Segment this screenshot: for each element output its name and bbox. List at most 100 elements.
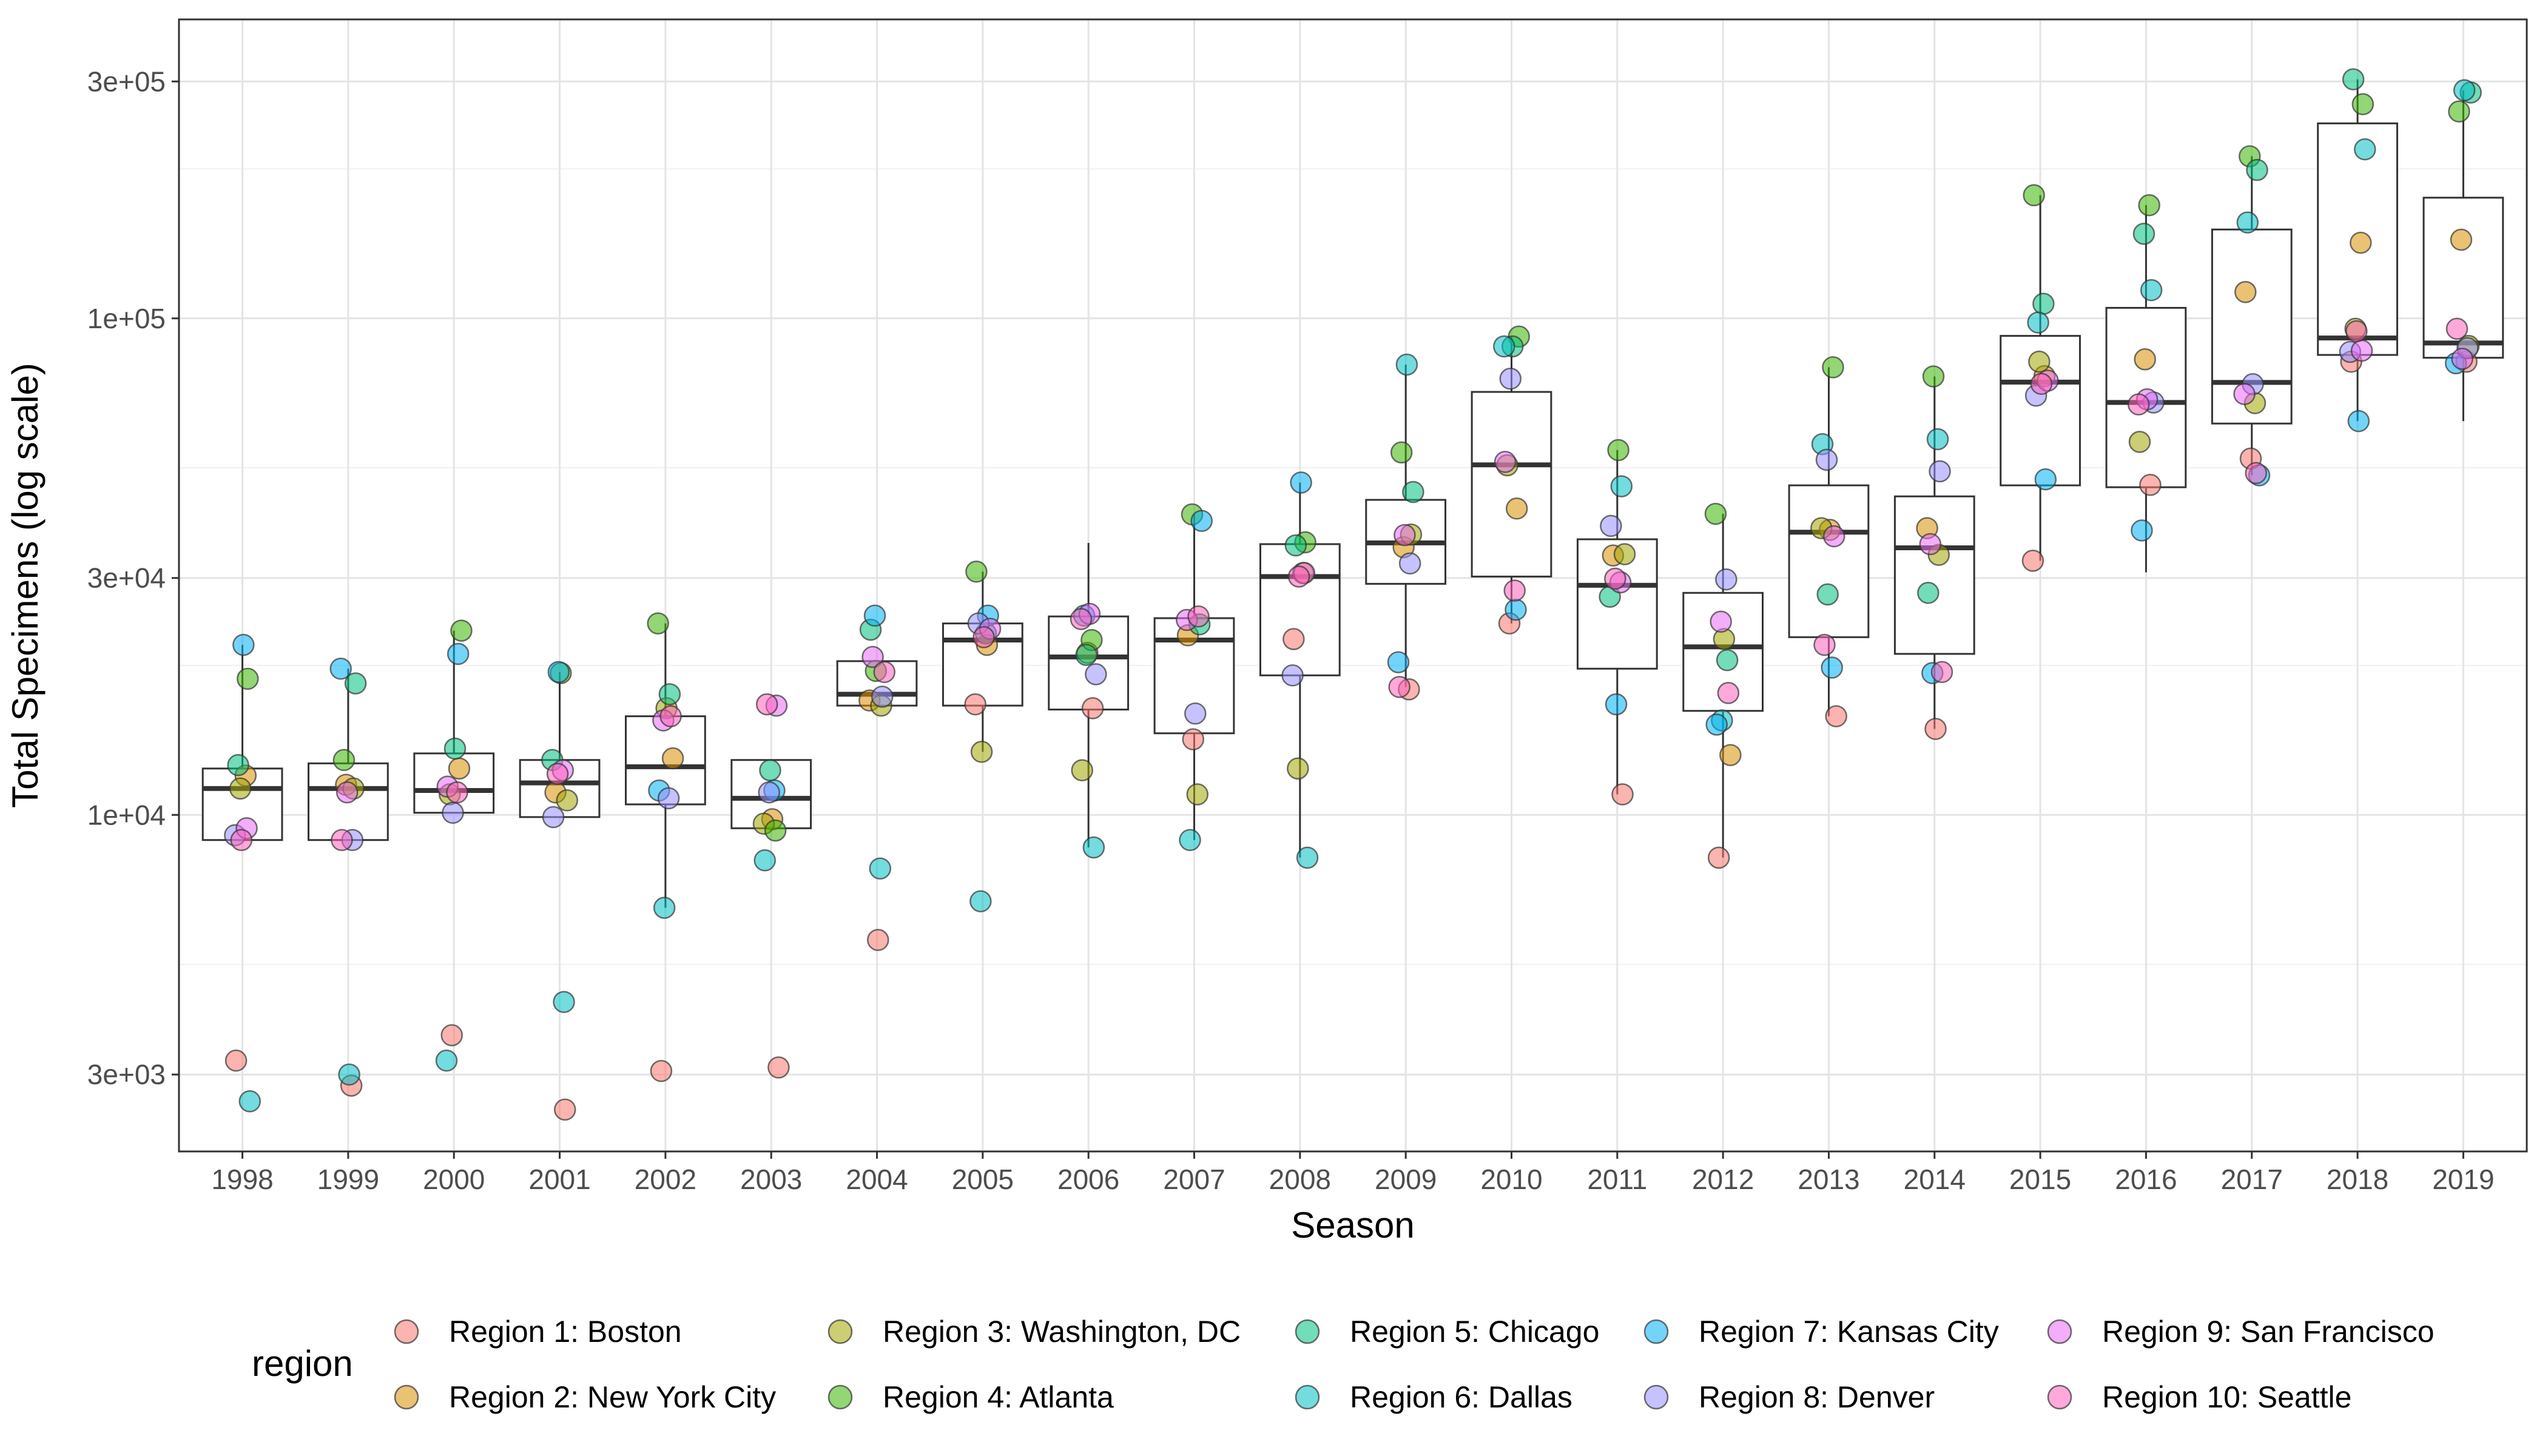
y-tick-label: 1e+04 (87, 799, 166, 831)
data-point (2453, 79, 2476, 102)
data-point (2023, 184, 2045, 207)
data-point (1917, 582, 1940, 604)
data-point (2028, 350, 2051, 373)
data-point (230, 829, 253, 851)
y-tick-label: 3e+03 (87, 1059, 166, 1090)
x-tick-label: 2012 (1692, 1164, 1754, 1195)
data-point (1081, 697, 1104, 720)
data-point (542, 806, 565, 829)
data-point (2127, 393, 2150, 416)
data-point (1717, 682, 1740, 704)
x-tick-label: 2010 (1480, 1164, 1542, 1195)
data-point (1707, 846, 1730, 869)
data-point (753, 849, 777, 872)
x-axis-title: Season (1291, 1205, 1415, 1245)
x-tick-label: 2008 (1269, 1164, 1331, 1195)
data-point (1070, 608, 1093, 630)
data-point (764, 819, 787, 842)
data-point (227, 753, 249, 777)
legend-key (827, 1319, 853, 1344)
data-point (1388, 676, 1410, 698)
data-point (2345, 320, 2368, 343)
legend-key (1643, 1384, 1669, 1410)
data-point (1816, 583, 1839, 606)
data-point (1287, 757, 1309, 780)
legend-key (1643, 1319, 1669, 1344)
data-point (1705, 713, 1728, 736)
data-point (1190, 510, 1213, 532)
data-point (1387, 651, 1410, 673)
data-point (1287, 565, 1310, 588)
data-point (1182, 728, 1205, 750)
data-point (2034, 468, 2057, 491)
data-point (1929, 460, 1951, 483)
data-point (2451, 348, 2473, 370)
data-point (554, 1098, 576, 1121)
data-point (867, 929, 889, 951)
data-point (2354, 138, 2376, 161)
plot-panel-border (178, 18, 2528, 1153)
legend-label: Region 4: Atlanta (883, 1380, 1114, 1414)
x-tick-label: 2018 (2327, 1164, 2388, 1195)
data-point (2139, 474, 2162, 496)
data-point (1281, 664, 1304, 687)
data-point (1284, 534, 1307, 557)
data-point (1605, 693, 1628, 716)
data-point (1600, 514, 1622, 538)
data-point (873, 661, 895, 683)
data-point (556, 789, 579, 812)
data-point (2032, 292, 2055, 315)
data-point (1930, 661, 1953, 683)
data-point (861, 645, 884, 669)
data-point (2445, 317, 2469, 340)
data-point (1493, 335, 1515, 358)
data-point (1296, 846, 1319, 869)
data-point (1394, 524, 1416, 547)
data-point (237, 667, 259, 690)
data-point (1716, 649, 1739, 672)
x-tick-label: 2000 (423, 1164, 485, 1195)
data-point (450, 619, 473, 642)
x-tick-label: 2011 (1587, 1164, 1647, 1195)
data-point (232, 633, 255, 656)
x-tick-label: 2004 (846, 1164, 908, 1195)
data-point (547, 661, 570, 683)
data-point (653, 897, 676, 919)
data-point (1815, 448, 1838, 471)
x-tick-label: 2003 (740, 1164, 802, 1195)
legend-label: Region 10: Seattle (2102, 1380, 2351, 1414)
x-tick-label: 1999 (317, 1164, 379, 1195)
data-point (329, 657, 352, 680)
data-point (335, 781, 359, 804)
data-point (1825, 705, 1847, 727)
data-point (1184, 702, 1207, 725)
data-point (1715, 568, 1737, 591)
data-point (1822, 356, 1844, 379)
data-point (658, 683, 681, 706)
data-point (659, 705, 682, 727)
legend-label: Region 8: Denver (1699, 1380, 1935, 1414)
data-point (1922, 365, 1945, 388)
data-point (2245, 462, 2267, 485)
axes: 3e+03 1e+04 3e+04 1e+05 3e+05 1998 1999 2000 200… (87, 66, 2495, 1195)
data-point (1187, 605, 1210, 628)
box-iqr (1471, 391, 1552, 578)
legend-label: Region 9: San Francisco (2102, 1315, 2435, 1349)
data-point (758, 781, 780, 804)
data-point (871, 686, 894, 708)
y-axis-title: Total Specimens (log scale) (5, 363, 46, 808)
data-point (2448, 100, 2470, 123)
data-points (224, 68, 2482, 1121)
data-point (2246, 158, 2268, 181)
legend-label: Region 1: Boston (449, 1315, 682, 1349)
data-point (1813, 633, 1836, 656)
x-tick-label: 2016 (2115, 1164, 2177, 1195)
data-point (647, 612, 669, 635)
data-point (767, 1056, 790, 1079)
data-point (1719, 744, 1742, 766)
x-tick-label: 2002 (635, 1164, 696, 1195)
data-point (2234, 281, 2257, 303)
legend-label: Region 5: Chicago (1350, 1315, 1599, 1349)
data-point (446, 781, 468, 804)
